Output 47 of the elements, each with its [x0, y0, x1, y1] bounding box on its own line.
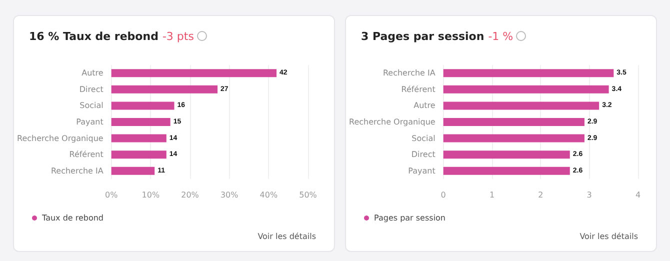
bar	[111, 85, 218, 94]
chart-title: 3 Pages par session	[361, 30, 484, 43]
y-tick-label: Recherche Organique	[348, 118, 436, 126]
x-tick-label: 30%	[220, 190, 239, 200]
bar	[111, 69, 277, 78]
y-tick-label: Recherche IA	[382, 68, 436, 78]
y-tick-label: Recherche Organique	[16, 134, 104, 143]
bar	[111, 166, 155, 175]
y-tick-label: Payant	[408, 166, 436, 176]
legend-label: Pages par session	[374, 214, 446, 222]
y-tick-label: Direct	[411, 150, 436, 160]
text: Voir les détails	[580, 232, 638, 241]
bar	[111, 150, 166, 159]
text: Voir les détails	[258, 232, 316, 241]
x-tick-label: 3	[586, 190, 592, 200]
y-tick-label: Social	[80, 101, 104, 110]
bar	[111, 118, 170, 126]
y-tick-label: Autre	[82, 68, 104, 78]
y-tick-label: Référent	[401, 84, 436, 94]
x-tick-label: 4	[635, 190, 641, 200]
bar	[111, 134, 166, 142]
bar	[111, 102, 174, 110]
bar	[443, 134, 584, 142]
y-tick-label: Recherche IA	[50, 166, 104, 176]
x-tick-label: 0	[440, 190, 446, 200]
bar	[443, 118, 584, 126]
y-tick-label: Direct	[79, 84, 104, 94]
y-tick-label: Social	[412, 134, 436, 143]
bar	[443, 166, 570, 175]
y-tick-label: Payant	[76, 118, 104, 126]
x-tick-label: 0%	[104, 190, 118, 200]
x-tick-label: 2	[538, 190, 544, 200]
bar	[443, 102, 600, 110]
x-tick-label: 50%	[299, 190, 318, 200]
legend-label: Taux de rebond	[41, 214, 104, 222]
bar	[443, 69, 614, 78]
y-tick-label: Autre	[414, 101, 436, 110]
bar	[443, 150, 570, 159]
chart-subtitle: -3 pts	[162, 30, 194, 43]
x-tick-label: 40%	[260, 190, 278, 200]
x-tick-label: 20%	[181, 190, 200, 200]
x-tick-label: 10%	[142, 190, 160, 200]
bar	[443, 85, 609, 94]
chart-title: 16 % Taux de rebond	[29, 30, 158, 43]
chart-subtitle: -1 %	[488, 30, 514, 43]
x-tick-label: 1	[489, 190, 495, 200]
y-tick-label: Référent	[69, 150, 104, 160]
